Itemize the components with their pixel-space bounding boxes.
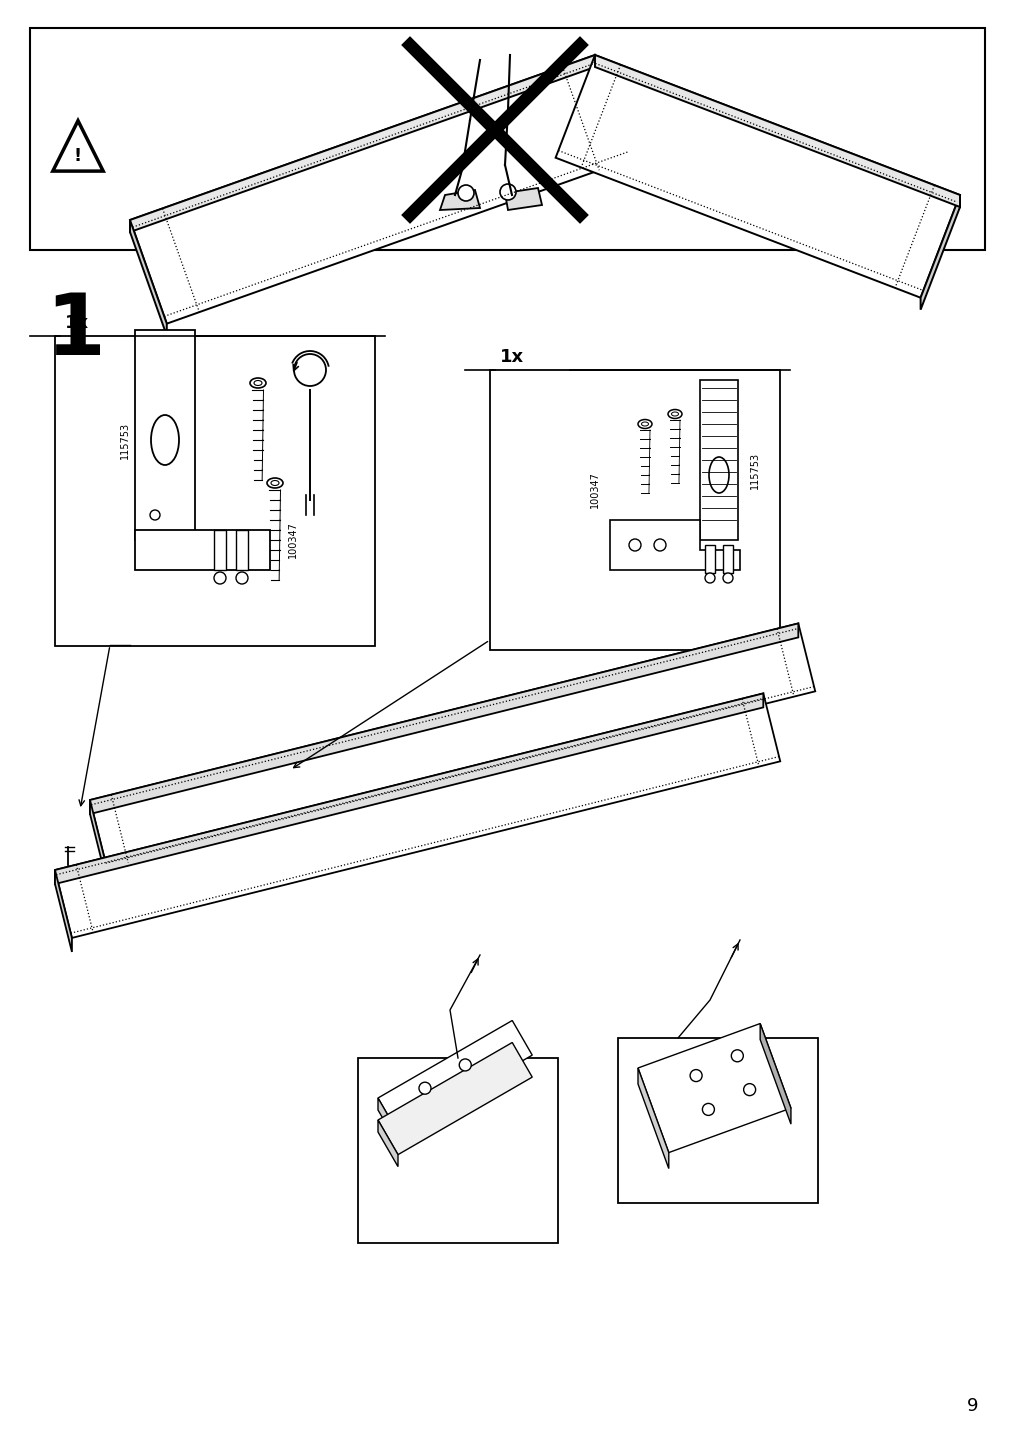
Circle shape [459, 1058, 471, 1071]
Bar [213, 530, 225, 570]
Circle shape [690, 1070, 702, 1081]
Polygon shape [134, 329, 195, 540]
Ellipse shape [641, 422, 648, 425]
Polygon shape [134, 530, 270, 570]
Bar [236, 530, 248, 570]
Circle shape [653, 538, 665, 551]
Polygon shape [555, 54, 959, 298]
Circle shape [419, 1083, 431, 1094]
Circle shape [458, 185, 473, 200]
Bar [618, 1038, 817, 1203]
Circle shape [722, 573, 732, 583]
Polygon shape [378, 1120, 397, 1167]
Bar [55, 337, 375, 646]
Ellipse shape [267, 478, 283, 488]
Text: !: ! [74, 147, 82, 165]
Circle shape [702, 1104, 714, 1116]
Ellipse shape [250, 378, 266, 388]
Text: 1: 1 [44, 291, 105, 372]
Polygon shape [920, 195, 959, 309]
Ellipse shape [709, 457, 728, 493]
Polygon shape [55, 693, 762, 884]
Polygon shape [637, 1024, 791, 1153]
Circle shape [150, 510, 160, 520]
Ellipse shape [294, 354, 326, 387]
Ellipse shape [254, 381, 262, 385]
Bar [705, 546, 715, 573]
Polygon shape [55, 871, 72, 952]
Text: 100347: 100347 [288, 521, 297, 558]
Polygon shape [90, 800, 107, 882]
Circle shape [629, 538, 640, 551]
Polygon shape [700, 379, 737, 540]
Polygon shape [594, 54, 959, 208]
Polygon shape [378, 1042, 532, 1154]
Polygon shape [129, 54, 631, 324]
Circle shape [705, 573, 715, 583]
Text: 115753: 115753 [749, 451, 759, 488]
Bar [358, 1058, 557, 1243]
Polygon shape [378, 1021, 532, 1133]
Polygon shape [504, 188, 542, 211]
Circle shape [499, 183, 516, 200]
Polygon shape [759, 1024, 791, 1124]
Circle shape [743, 1084, 755, 1095]
Polygon shape [637, 1068, 668, 1169]
Ellipse shape [271, 481, 279, 485]
Circle shape [731, 1050, 743, 1061]
Text: 1x: 1x [65, 314, 89, 332]
Polygon shape [129, 54, 594, 232]
Polygon shape [610, 520, 739, 570]
Circle shape [213, 571, 225, 584]
Polygon shape [53, 120, 103, 170]
Polygon shape [90, 623, 815, 868]
Polygon shape [90, 623, 798, 813]
Ellipse shape [671, 412, 677, 417]
Text: 9: 9 [966, 1398, 977, 1415]
Ellipse shape [637, 420, 651, 428]
Text: 115753: 115753 [120, 421, 129, 458]
Circle shape [236, 571, 248, 584]
Polygon shape [378, 1098, 397, 1144]
Text: 1x: 1x [499, 348, 524, 367]
Text: 100347: 100347 [589, 471, 600, 508]
Ellipse shape [151, 415, 179, 465]
Ellipse shape [667, 410, 681, 418]
Bar [30, 29, 984, 251]
Polygon shape [55, 693, 779, 938]
Bar [722, 546, 732, 573]
Bar [489, 369, 779, 650]
Polygon shape [129, 221, 167, 335]
Polygon shape [440, 190, 479, 211]
